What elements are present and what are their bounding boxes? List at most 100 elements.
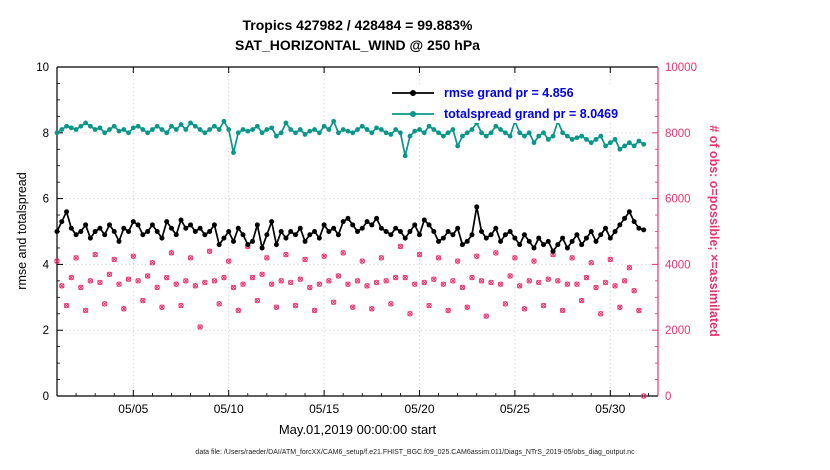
obs-assimilated-marker	[583, 275, 590, 281]
rmse-marker	[316, 235, 322, 241]
rmse-marker	[135, 222, 141, 228]
obs-possible-marker	[488, 279, 494, 286]
totalspread-marker	[364, 127, 370, 132]
obs-possible-marker	[116, 281, 122, 287]
rmse-marker	[230, 238, 236, 244]
obs-assimilated-marker	[292, 302, 299, 309]
x-tick-label: 05/05	[118, 402, 148, 416]
totalspread-marker	[87, 123, 93, 129]
obs-assimilated-marker	[602, 279, 609, 286]
obs-assimilated-marker	[159, 304, 165, 310]
x-tick-label: 05/10	[214, 402, 244, 416]
obs-assimilated-marker	[416, 251, 423, 258]
obs-possible-marker	[302, 256, 308, 263]
totalspread-marker	[340, 127, 346, 132]
rmse-marker	[512, 235, 518, 241]
obs-assimilated-marker	[636, 307, 642, 314]
obs-assimilated-marker	[178, 302, 184, 309]
obs-possible-marker	[288, 279, 294, 286]
rmse-marker	[335, 232, 341, 238]
obs-possible-marker	[512, 255, 518, 261]
obs-assimilated-marker	[197, 324, 203, 330]
totalspread-marker	[350, 130, 356, 136]
obs-possible-marker	[569, 255, 575, 261]
rmse-marker	[483, 235, 489, 241]
obs-assimilated-marker	[374, 279, 380, 286]
obs-possible-marker	[111, 256, 117, 263]
rmse-marker	[459, 242, 465, 248]
totalspread-marker	[507, 133, 513, 139]
obs-assimilated-marker	[140, 298, 146, 304]
obs-possible-marker	[364, 283, 370, 289]
obs-assimilated-marker	[173, 281, 179, 287]
rmse-marker	[526, 238, 532, 244]
totalspread-marker	[321, 123, 327, 129]
totalspread-marker	[149, 127, 155, 132]
rmse-marker	[345, 215, 351, 221]
obs-possible-marker	[278, 278, 284, 284]
totalspread-marker	[288, 127, 294, 132]
data-file-note: data file: /Users/raeder/DAI/ATM_forcXX/…	[195, 449, 635, 456]
rmse-marker	[564, 245, 570, 251]
totalspread-marker	[612, 136, 618, 142]
rmse-marker	[555, 242, 561, 248]
rmse-marker	[87, 235, 93, 241]
totalspread-marker	[73, 127, 79, 132]
rmse-marker	[254, 222, 260, 228]
totalspread-marker	[331, 118, 337, 124]
obs-possible-marker	[159, 304, 165, 310]
rmse-marker	[235, 225, 241, 231]
obs-possible-marker	[497, 281, 504, 287]
rmse-marker	[421, 217, 427, 223]
obs-assimilated-marker	[426, 302, 432, 309]
obs-assimilated-marker	[130, 253, 136, 259]
rmse-marker	[340, 219, 346, 225]
obs-assimilated-marker	[579, 298, 585, 304]
obs-assimilated-marker	[626, 265, 632, 271]
totalspread-marker	[259, 130, 265, 136]
obs-possible-marker	[149, 260, 156, 266]
obs-assimilated-marker	[116, 281, 122, 287]
rmse-marker	[364, 219, 370, 225]
obs-possible-marker	[264, 255, 270, 261]
obs-assimilated-marker	[312, 307, 318, 314]
obs-assimilated-marker	[364, 283, 370, 289]
rmse-marker	[211, 222, 217, 228]
obs-assimilated-marker	[87, 278, 93, 284]
obs-possible-marker	[106, 271, 113, 277]
rmse-marker	[507, 229, 513, 234]
obs-assimilated-marker	[545, 276, 551, 282]
obs-assimilated-marker	[431, 276, 437, 282]
totalspread-legend-sample-icon	[392, 111, 434, 117]
totalspread-marker	[192, 123, 198, 129]
obs-possible-marker	[574, 281, 580, 287]
totalspread-marker	[407, 133, 413, 139]
rmse-marker	[102, 232, 108, 238]
obs-assimilated-marker	[207, 248, 213, 254]
obs-assimilated-marker	[564, 281, 570, 287]
obs-possible-marker	[626, 264, 633, 271]
obs-possible-marker	[330, 299, 337, 305]
totalspread-marker	[393, 127, 399, 132]
totalspread-marker	[235, 130, 241, 136]
rmse-legend-sample-icon	[392, 90, 434, 96]
obs-assimilated-marker	[221, 275, 227, 281]
obs-assimilated-marker	[388, 301, 394, 307]
obs-possible-marker	[383, 278, 389, 284]
rmse-marker	[417, 232, 423, 238]
totalspread-marker	[188, 120, 193, 126]
totalspread-marker	[68, 125, 74, 131]
rmse-marker	[355, 229, 360, 234]
obs-assimilated-marker	[540, 302, 547, 309]
rmse-marker	[350, 222, 356, 228]
obs-possible-marker	[359, 258, 365, 264]
obs-possible-marker	[483, 313, 489, 319]
y-tick-label-left: 0	[43, 391, 49, 403]
obs-assimilated-marker	[440, 281, 446, 287]
obs-possible-marker	[164, 274, 170, 281]
rmse-marker	[641, 227, 647, 233]
totalspread-marker	[622, 143, 628, 149]
obs-possible-marker	[350, 304, 356, 310]
obs-assimilated-marker	[321, 253, 327, 259]
